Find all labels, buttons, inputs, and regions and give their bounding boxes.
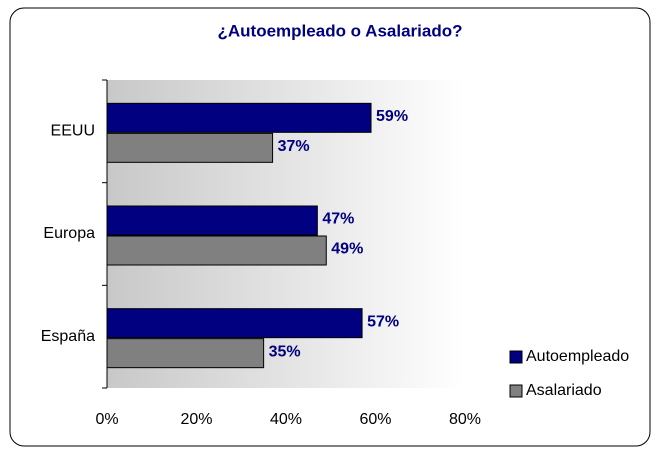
legend-label: Asalariado: [526, 382, 602, 399]
data-label: 35%: [269, 343, 301, 360]
data-label: 49%: [331, 241, 363, 258]
legend-swatch: [509, 384, 523, 398]
bar: [106, 102, 372, 133]
bar: [106, 308, 363, 339]
data-label: 37%: [278, 138, 310, 155]
y-tick-label: España: [41, 328, 95, 345]
data-label: 47%: [322, 211, 354, 228]
x-tick-label: 80%: [449, 411, 481, 428]
data-label: 59%: [376, 108, 408, 125]
x-tick-label: 60%: [359, 411, 391, 428]
x-tick-label: 20%: [180, 411, 212, 428]
x-tick-label: 40%: [270, 411, 302, 428]
bar: [106, 132, 274, 163]
y-tick-label: EEUU: [51, 123, 95, 140]
bar: [106, 338, 265, 369]
bar: [106, 235, 327, 266]
bar: [106, 205, 318, 236]
data-label: 57%: [367, 313, 399, 330]
legend-swatch: [509, 350, 523, 364]
y-tick-label: Europa: [43, 225, 95, 242]
chart-title: ¿Autoempleado o Asalariado?: [218, 21, 463, 40]
x-tick-label: 0%: [95, 411, 118, 428]
legend-label: Autoempleado: [526, 348, 629, 365]
